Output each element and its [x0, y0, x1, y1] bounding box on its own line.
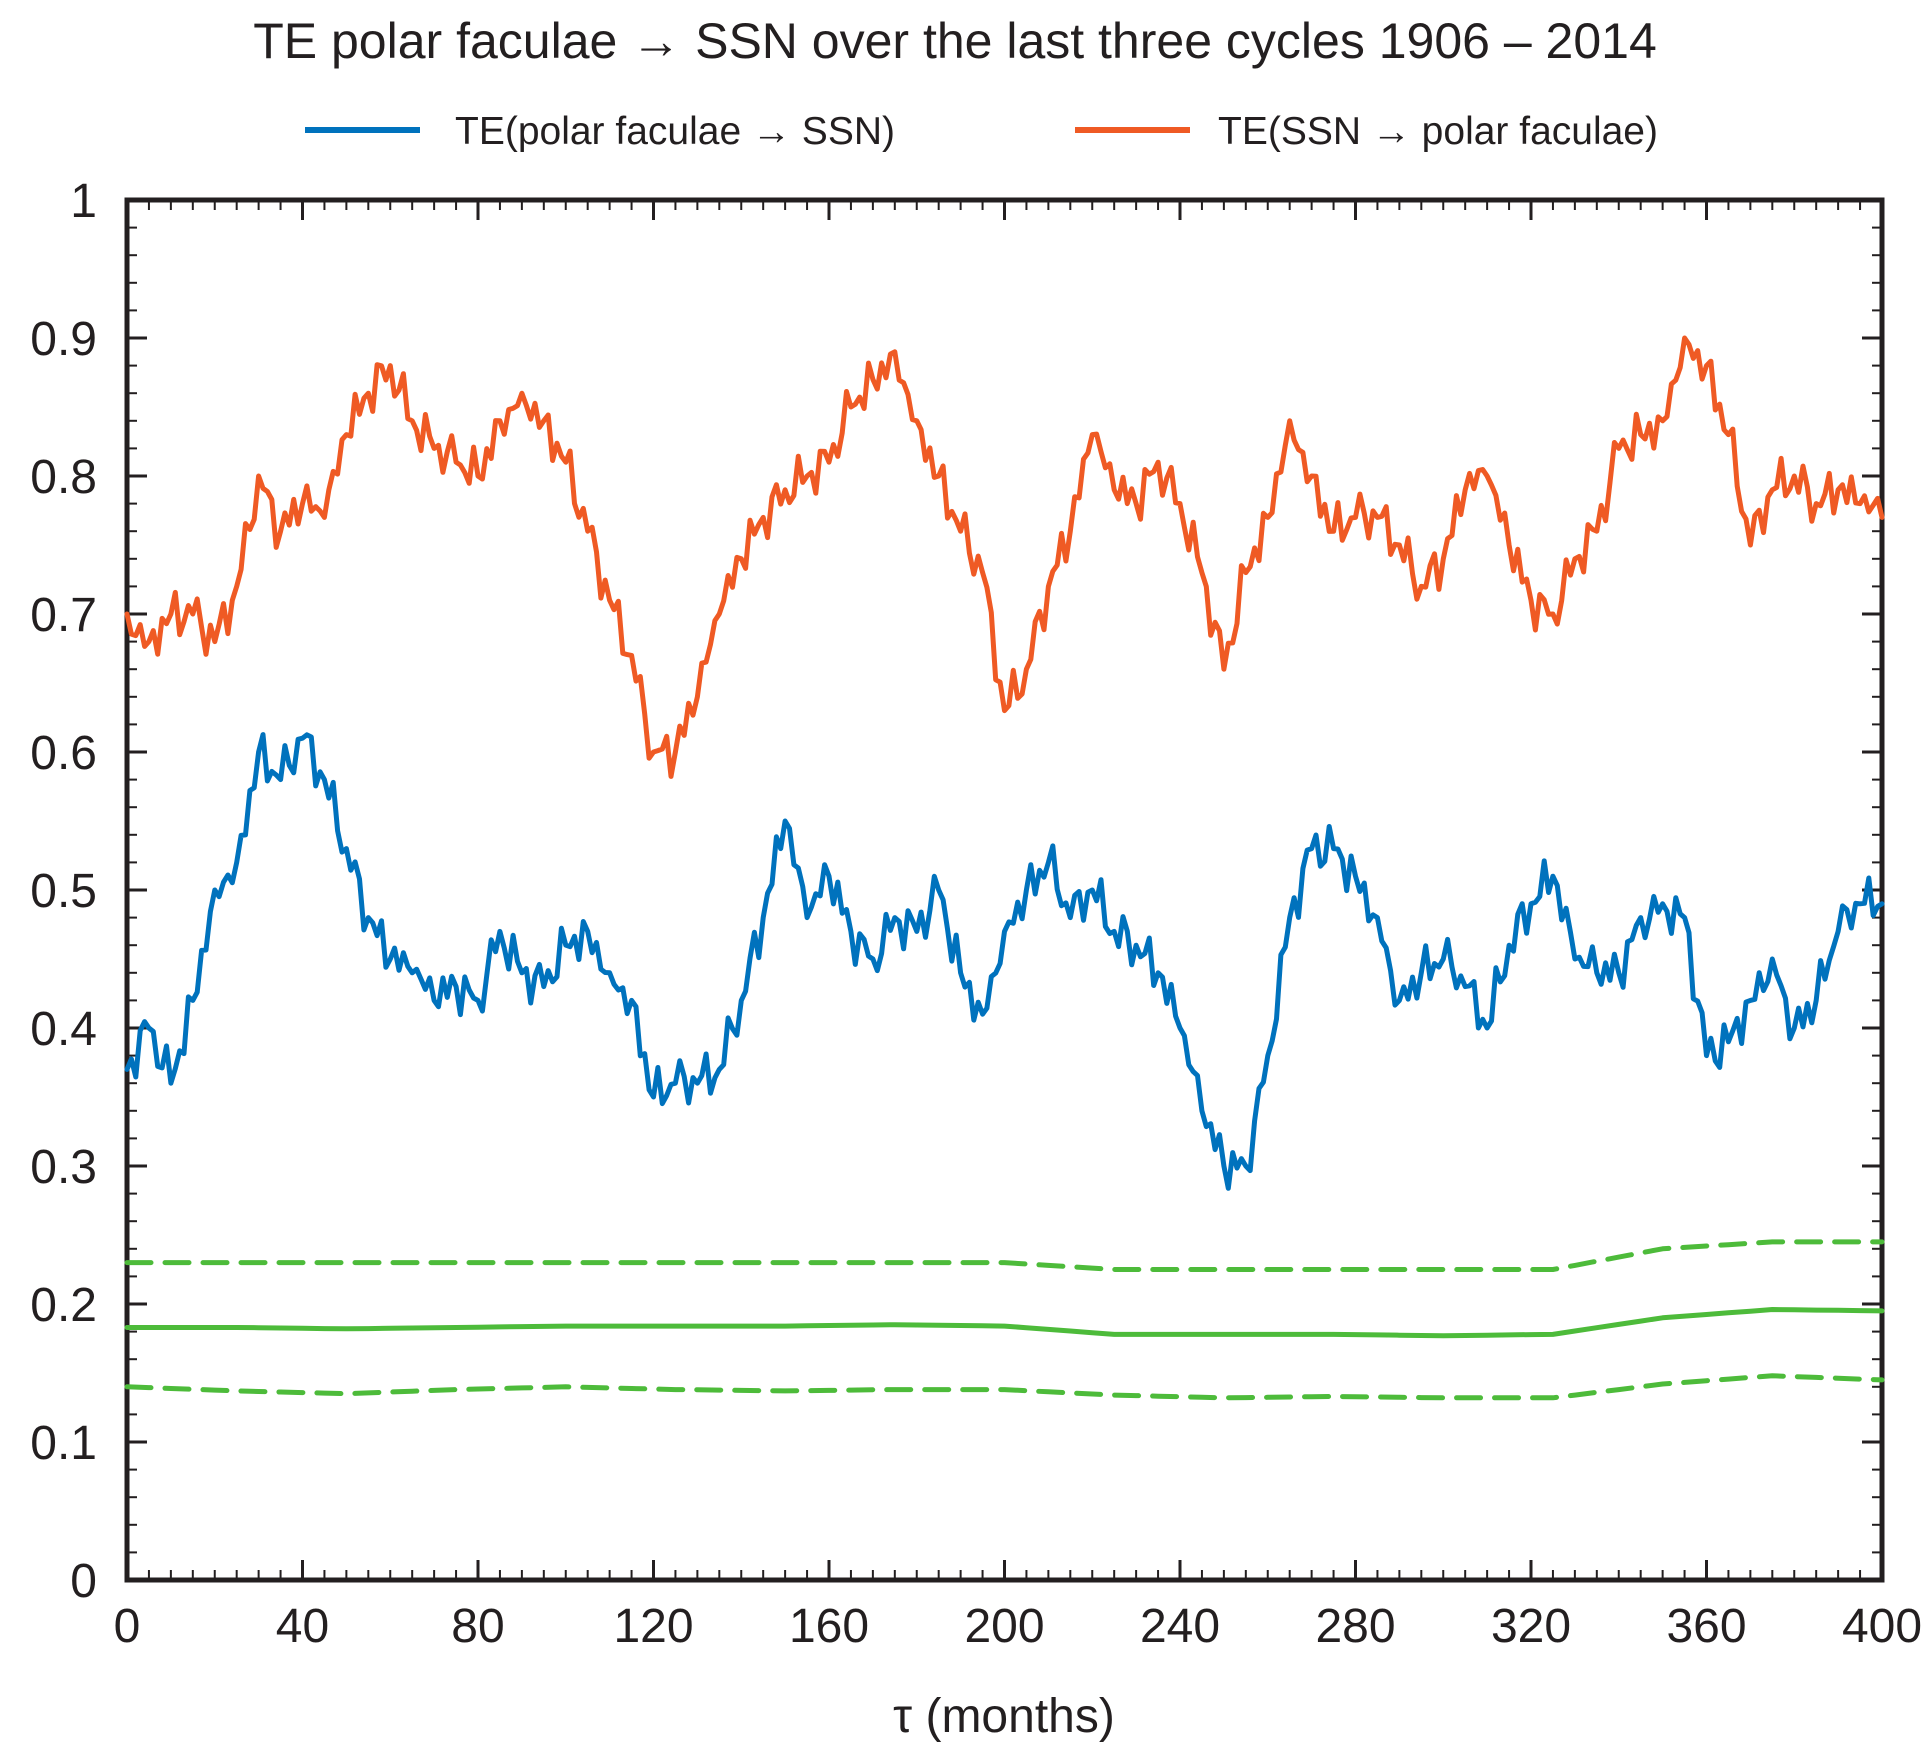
x-tick-label: 280	[1315, 1600, 1395, 1653]
x-tick-label: 320	[1491, 1600, 1571, 1653]
x-tick-label: 40	[276, 1600, 329, 1653]
x-tick-label: 360	[1666, 1600, 1746, 1653]
minor-ticks	[127, 200, 1882, 1580]
major-ticks	[125, 198, 1884, 1582]
y-tick-label: 0.5	[30, 865, 97, 918]
x-tick-label: 200	[964, 1600, 1044, 1653]
x-axis-label: τ (months)	[893, 1690, 1115, 1743]
series-line-2	[124, 1239, 1885, 1272]
x-tick-label: 120	[613, 1600, 693, 1653]
y-tick-label: 0.7	[30, 589, 97, 642]
x-tick-label: 400	[1842, 1600, 1922, 1653]
x-tick-labels: 0 40 80 120 160 200 240 280 320 360 400	[114, 1600, 1922, 1653]
legend-label-polar-to-ssn: TE(polar faculae → SSN)	[455, 110, 895, 153]
y-tick-label: 0.3	[30, 1141, 97, 1194]
x-tick-label: 0	[114, 1600, 141, 1653]
plot-frame	[124, 197, 1885, 1583]
y-tick-label: 1	[70, 175, 97, 228]
x-tick-label: 240	[1140, 1600, 1220, 1653]
series-line-1	[124, 335, 1885, 779]
y-tick-label: 0.6	[30, 727, 97, 780]
y-tick-label: 0.9	[30, 313, 97, 366]
series-line-0	[124, 732, 1885, 1191]
x-tick-label: 80	[451, 1600, 504, 1653]
y-tick-label: 0.4	[30, 1003, 97, 1056]
series-line-3	[124, 1307, 1885, 1339]
series-line-4	[124, 1373, 1885, 1401]
y-tick-label: 0.2	[30, 1279, 97, 1332]
y-tick-labels: 0 0.1 0.2 0.3 0.4 0.5 0.6 0.7 0.8 0.9 1	[30, 175, 97, 1608]
series-group	[124, 335, 1885, 1401]
legend: TE(polar faculae → SSN) TE(SSN → polar f…	[305, 110, 1658, 153]
y-tick-label: 0.8	[30, 451, 97, 504]
x-tick-label: 160	[789, 1600, 869, 1653]
y-tick-label: 0.1	[30, 1417, 97, 1470]
y-tick-label: 0	[70, 1555, 97, 1608]
legend-label-ssn-to-polar: TE(SSN → polar faculae)	[1218, 110, 1658, 153]
chart-title: TE polar faculae → SSN over the last thr…	[253, 13, 1657, 69]
